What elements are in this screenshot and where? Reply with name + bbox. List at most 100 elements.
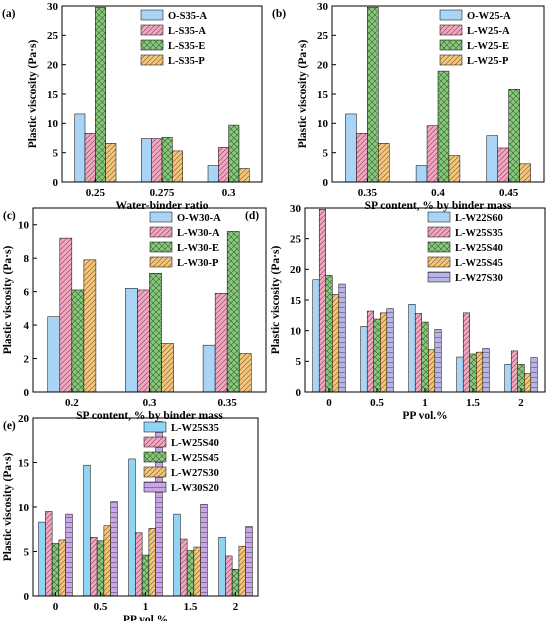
bar-b-s2-c2 [508, 89, 520, 183]
panel-label-a: (a) [2, 8, 16, 20]
ytick-label-c-3: 6 [24, 286, 30, 298]
ytick-label-c-4: 8 [24, 253, 30, 265]
ytick-label-d-2: 10 [290, 325, 302, 337]
bar-d-s0-c0 [312, 279, 320, 393]
ytick-label-e-3: 15 [18, 457, 30, 469]
bar-e-s2-c0 [51, 543, 60, 597]
ytick-label-d-4: 20 [290, 264, 302, 276]
bar-e-s2-c1 [96, 540, 105, 597]
bar-e-s4-c1 [110, 501, 118, 597]
bar-e-s0-c4 [218, 537, 226, 597]
bar-d-s1-c1 [366, 310, 374, 393]
legend-label-b-1: L-W25-A [467, 26, 510, 37]
xtick-label-e-2: 1 [143, 601, 149, 613]
legend-swatch-b-2 [439, 39, 463, 51]
bar-a-s1-c2 [218, 147, 229, 183]
panel-d: 0 5 10 15 20 25 30 0 0.5 1 1.5 2 PP vol.% Plastic vis… [245, 203, 546, 422]
bar-a-s3-c0 [105, 143, 117, 183]
ytick-label-b-0: 0 [323, 177, 329, 189]
ytick-label-b-2: 10 [317, 118, 329, 130]
ytick-label-a-2: 10 [47, 118, 59, 130]
legend-label-b-3: L-W25-P [467, 56, 509, 67]
legend-label-a-0: O-S35-A [168, 11, 208, 22]
ytick-label-b-4: 20 [317, 59, 329, 71]
legend-label-c-1: L-W30-A [177, 228, 220, 239]
legend-swatch-e-0 [143, 421, 167, 433]
legend-swatch-c-0 [149, 211, 173, 223]
bar-c-s2-c1 [149, 272, 162, 393]
bar-e-s1-c4 [225, 555, 233, 597]
legend-swatch-e-1 [143, 436, 167, 448]
legend-swatch-c-3 [149, 256, 173, 268]
legend-label-d-4: L-W27S30 [455, 273, 503, 284]
panel-label-c: (c) [3, 210, 16, 222]
bar-d-s1-c0 [318, 208, 326, 393]
bar-d-s3-c4 [524, 373, 532, 393]
bar-e-s0-c0 [38, 521, 46, 597]
bar-b-s0-c1 [415, 165, 428, 183]
legend-label-b-0: O-W25-A [467, 11, 511, 22]
x-axis-label-a: Water-binder ratio [116, 200, 209, 212]
legend-a: O-S35-A L-S35-A L-S35-E L-S35-P [140, 9, 208, 67]
bar-d-s2-c3 [469, 353, 477, 393]
xtick-label-d-0: 0 [326, 397, 332, 409]
ytick-label-b-1: 5 [323, 147, 329, 159]
xtick-label-e-3: 1.5 [184, 601, 198, 613]
panel-e: 0 5 10 15 20 0 0.5 1 1.5 2 PP vol.% Plastic viscosi… [2, 413, 259, 621]
bar-d-s3-c1 [380, 312, 388, 393]
xtick-label-a-1: 0.275 [150, 187, 175, 199]
xtick-label-b-0: 0.35 [358, 187, 378, 199]
bar-b-s3-c0 [378, 143, 390, 183]
legend-e: L-W25S35 L-W25S40 L-W25S45 L-W27S30 L-W30S20 [143, 421, 219, 494]
legend-swatch-d-3 [427, 256, 451, 268]
xtick-label-d-1: 0.5 [370, 397, 384, 409]
bar-e-s1-c3 [180, 538, 188, 597]
bar-a-s2-c1 [161, 137, 173, 183]
bar-d-s0-c3 [456, 356, 464, 393]
legend-b: O-W25-A L-W25-A L-W25-E L-W25-P [439, 9, 511, 67]
bar-c-s2-c2 [226, 231, 240, 393]
x-axis-label-d: PP vol.% [402, 410, 447, 422]
bar-e-s4-c4 [245, 526, 253, 597]
xtick-label-e-1: 0.5 [94, 601, 108, 613]
bar-e-s2-c4 [231, 569, 240, 597]
bar-e-s4-c3 [200, 504, 208, 597]
legend-label-d-2: L-W25S40 [455, 243, 503, 254]
bar-e-s0-c2 [128, 458, 136, 597]
legend-label-e-3: L-W27S30 [171, 468, 219, 479]
legend-label-a-3: L-S35-P [168, 56, 205, 67]
ytick-label-b-6: 30 [317, 1, 329, 13]
ytick-label-c-1: 2 [24, 353, 30, 365]
bar-e-s3-c2 [148, 528, 156, 597]
ytick-label-d-1: 5 [296, 356, 302, 368]
bar-e-s3-c0 [58, 539, 66, 597]
legend-swatch-d-0 [427, 211, 451, 223]
bar-d-s1-c2 [414, 313, 422, 393]
legend-swatch-d-1 [427, 226, 451, 238]
xtick-label-b-1: 0.4 [431, 187, 445, 199]
bar-d-s0-c1 [360, 326, 368, 393]
panel-label-e: (e) [3, 420, 16, 432]
bar-d-s4-c0 [338, 283, 346, 393]
xtick-label-e-4: 2 [233, 601, 239, 613]
bar-c-s0-c1 [125, 288, 138, 393]
bar-c-s1-c1 [137, 289, 150, 393]
bar-b-s1-c1 [426, 125, 439, 183]
bar-e-s2-c2 [141, 554, 150, 597]
legend-label-e-0: L-W25S35 [171, 423, 219, 434]
legend-label-d-0: L-W22S60 [455, 213, 503, 224]
bar-d-s1-c3 [462, 312, 470, 393]
bar-e-s0-c1 [83, 464, 91, 597]
bar-a-s0-c0 [74, 113, 86, 183]
x-axis-label-b: SP content, % by binder mass [365, 200, 512, 212]
bar-d-s4-c1 [386, 308, 394, 393]
bar-e-s3-c1 [103, 525, 111, 597]
bar-c-s0-c2 [202, 344, 216, 393]
xtick-label-d-2: 1 [422, 397, 428, 409]
bar-b-s2-c0 [367, 6, 379, 183]
bar-e-s2-c3 [186, 550, 195, 597]
bar-d-s2-c0 [325, 275, 333, 393]
y-axis-label-d: Plastic viscosity (Pa·s) [270, 246, 282, 355]
